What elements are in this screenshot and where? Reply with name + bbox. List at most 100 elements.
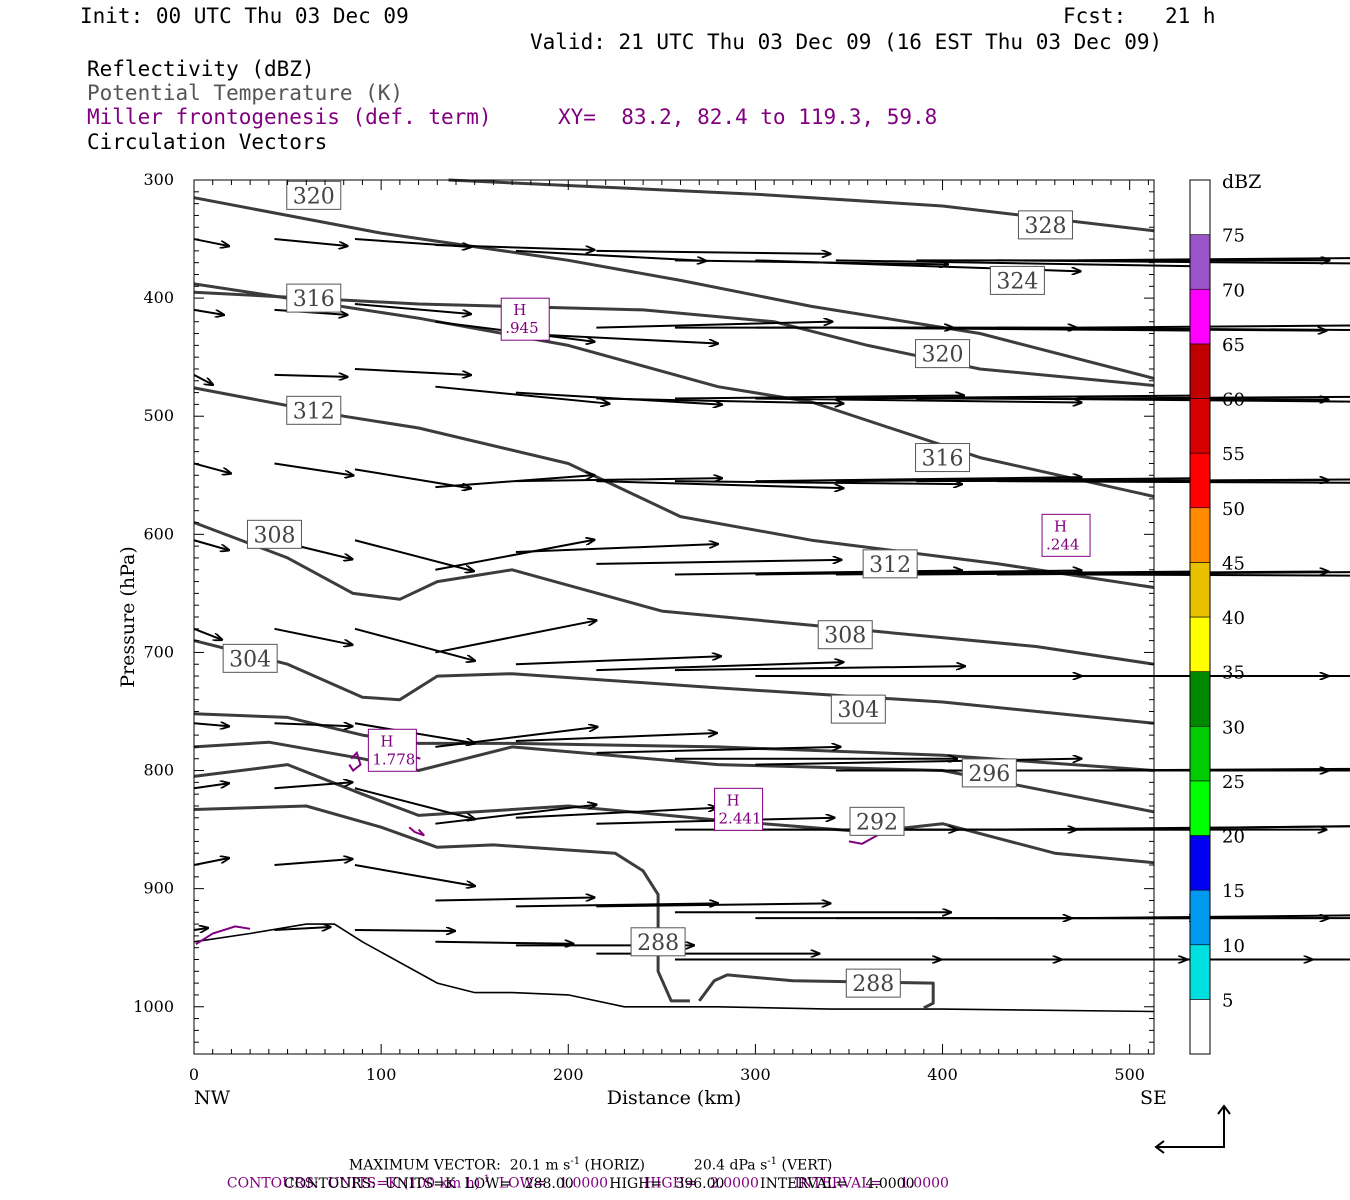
- y-tick-label: 600: [143, 524, 174, 543]
- circulation-vector: [1077, 257, 1350, 262]
- theta-contour-312: [193, 386, 1155, 589]
- theta-label-box: [630, 927, 686, 957]
- field-potential-temperature: Potential Temperature (K): [87, 81, 404, 105]
- colorbar-frame: [1189, 179, 1211, 1055]
- circulation-vector: [515, 478, 722, 481]
- circulation-vector: [596, 903, 830, 906]
- forecast-hour: 21 h: [1165, 4, 1216, 28]
- colorbar-cell: [1189, 234, 1211, 290]
- circulation-vector: [996, 397, 1350, 403]
- circulation-vector: [274, 627, 352, 645]
- circulation-vector: [274, 782, 352, 790]
- circulation-vector: [193, 783, 229, 790]
- circulation-vector: [515, 249, 706, 261]
- frontogenesis-max-value: .945: [505, 319, 538, 337]
- frontogenesis-contour: [195, 925, 251, 946]
- theta-contour-288: [698, 973, 935, 1010]
- frontogenesis-range: LOW= 1.0000 HIGH= 2.0000 INTERVAL= 1.000…: [489, 1175, 949, 1192]
- circulation-vector: [1077, 395, 1350, 400]
- colorbar-tick-label: 60: [1222, 390, 1245, 411]
- colorbar-tick-label: 10: [1222, 936, 1245, 957]
- circulation-vector: [996, 259, 1350, 265]
- circulation-vector: [996, 326, 1350, 331]
- circulation-vector: [354, 930, 455, 931]
- theta-contour-316: [193, 282, 1155, 498]
- circulation-vector: [1077, 478, 1350, 483]
- circulation-vector: [515, 903, 718, 906]
- footer-max-vector: MAXIMUM VECTOR: 20.1 m s-1 (HORIZ) 20.4 …: [340, 1140, 832, 1174]
- circulation-vector: [835, 259, 1203, 266]
- footer-frontogenesis-contours: CONTOURS: UNITS=K (100 km h)-1 LOW= 1.00…: [218, 1158, 949, 1192]
- frontogenesis-max-letter: H: [1054, 517, 1067, 535]
- circulation-vector: [193, 462, 231, 473]
- circulation-vector: [435, 897, 594, 900]
- theta-contour-292: [193, 763, 1155, 865]
- colorbar-cell: [1189, 835, 1211, 891]
- y-tick-label: 400: [143, 288, 174, 307]
- colorbar-tick-label: 20: [1222, 827, 1245, 848]
- colorbar-tick-label: 35: [1222, 663, 1245, 684]
- circulation-vector: [755, 397, 1081, 403]
- circulation-vector: [435, 942, 573, 944]
- field-reflectivity: Reflectivity (dBZ): [87, 57, 315, 81]
- frontogenesis-contour: [348, 750, 362, 772]
- circulation-vector: [596, 397, 843, 404]
- theta-label-box: [246, 519, 302, 549]
- max-vector-label: MAXIMUM VECTOR:: [348, 1157, 501, 1174]
- frontogenesis-max-box: [1041, 513, 1091, 557]
- max-vector-horizontal-exponent: -1: [570, 1156, 581, 1167]
- frontogenesis-max-value: .244: [1046, 535, 1079, 553]
- circulation-vector: [193, 539, 229, 550]
- circulation-vector: [354, 864, 475, 886]
- circulation-vector: [274, 238, 347, 246]
- cross-section-endpoints: XY= 83.2, 82.4 to 119.3, 59.8: [558, 105, 938, 129]
- colorbar-tick-label: 15: [1222, 881, 1245, 902]
- circulation-vector: [596, 251, 830, 254]
- frontogenesis-max-letter: H: [727, 791, 740, 809]
- circulation-vector: [596, 480, 843, 488]
- circulation-vector: [435, 620, 596, 654]
- circulation-vector: [674, 666, 965, 672]
- colorbar-tick-label: 50: [1222, 499, 1245, 520]
- circulation-vector: [596, 560, 841, 565]
- frontogenesis-max-letter: H: [380, 732, 393, 750]
- circulation-vector: [193, 373, 213, 385]
- circulation-vector: [996, 571, 1350, 576]
- frontogenesis-max-box: [714, 787, 764, 831]
- x-tick-label: 200: [553, 1065, 584, 1084]
- colorbar-cell: [1189, 452, 1211, 509]
- theta-label-box: [849, 806, 905, 836]
- frontogenesis-max-value: 1.778: [372, 750, 415, 768]
- field-frontogenesis: Miller frontogenesis (def. term): [87, 105, 492, 129]
- circulation-vector: [515, 808, 717, 819]
- frontogenesis-max-value: 2.441: [719, 809, 762, 827]
- circulation-vector: [193, 238, 229, 246]
- theta-label: 320: [922, 343, 964, 368]
- theta-label: 308: [253, 523, 295, 548]
- colorbar-cell: [1189, 507, 1211, 563]
- theta-label: 308: [824, 624, 866, 649]
- theta-label: 304: [229, 647, 271, 672]
- theta-contour-288: [193, 804, 690, 1003]
- reference-vector-icon: [1154, 1104, 1231, 1154]
- colorbar-unit-label: dBZ: [1222, 171, 1261, 193]
- colorbar-tick-label: 40: [1222, 608, 1245, 629]
- colorbar-cell: [1189, 999, 1211, 1055]
- circulation-vector: [596, 322, 832, 329]
- colorbar-cell: [1189, 725, 1211, 782]
- forecast-label: Fcst:: [1063, 4, 1127, 28]
- circulation-vector: [515, 733, 717, 743]
- theta-contour-320: [193, 196, 1155, 380]
- frontogenesis-contour: [408, 826, 425, 837]
- theta-label: 316: [293, 287, 335, 312]
- colorbar-cell: [1189, 671, 1211, 727]
- init-time: Init: 00 UTC Thu 03 Dec 09: [80, 4, 409, 28]
- theta-label: 304: [837, 698, 879, 723]
- circulation-vector: [835, 396, 1205, 399]
- y-tick-label: 1000: [133, 997, 174, 1016]
- theta-label-box: [286, 395, 342, 425]
- frontogenesis-units-exponent: -1: [480, 1174, 490, 1185]
- theta-label-box: [915, 443, 971, 473]
